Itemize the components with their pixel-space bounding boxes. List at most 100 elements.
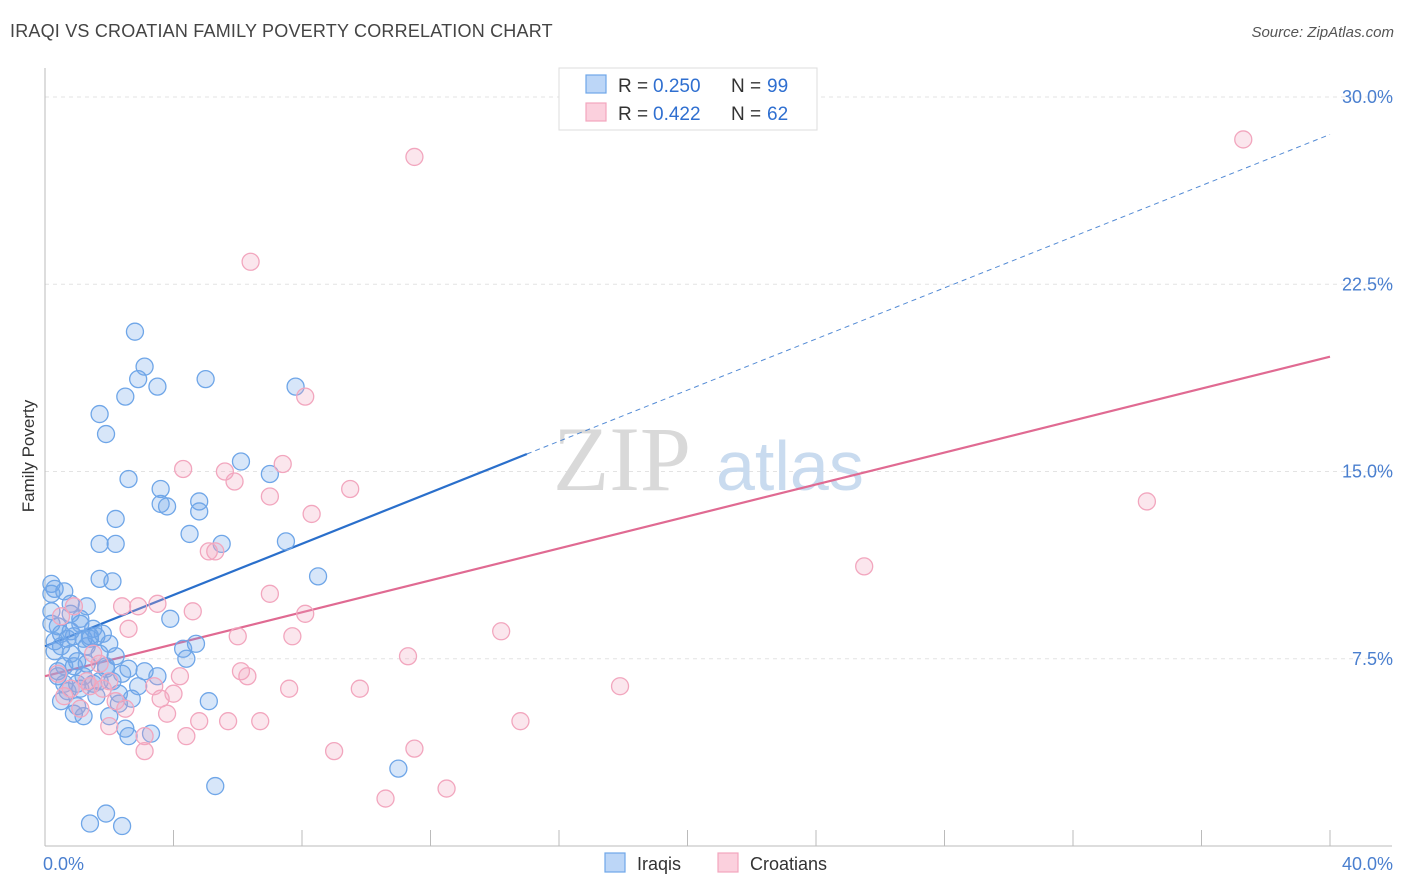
croatians-point: [341, 479, 360, 499]
croatians-point: [296, 604, 315, 623]
iraqis-point: [90, 404, 109, 424]
iraqis-point: [74, 667, 93, 686]
croatians-point: [116, 699, 135, 718]
croatians-point: [51, 607, 71, 626]
axes: [44, 68, 1392, 847]
iraqis-point: [116, 387, 135, 406]
legend-n-value-2: 62: [767, 104, 788, 125]
croatians-point: [183, 602, 202, 621]
croatians-point: [437, 779, 456, 798]
croatians-point: [48, 664, 67, 683]
iraqis-point: [125, 322, 145, 341]
iraqis-point: [103, 572, 122, 591]
y-axis-label: Family Poverty: [19, 399, 38, 512]
iraqis-point: [308, 567, 328, 586]
iraqis-point: [135, 662, 154, 681]
bottom-legend-swatch-iraqis: [604, 852, 626, 873]
watermark-atlas: atlas: [716, 427, 864, 505]
croatians-point: [225, 472, 244, 491]
iraqis-point: [112, 816, 132, 836]
source-label: Source: ZipAtlas.com: [1251, 24, 1394, 41]
iraqis-point: [199, 692, 218, 711]
croatians-point: [511, 712, 530, 731]
gridlines: [45, 96, 1392, 660]
iraqis-point: [80, 629, 100, 648]
iraqis-point: [190, 502, 209, 521]
iraqis-point: [196, 369, 215, 389]
iraqis-point: [42, 584, 61, 603]
croatians-point: [376, 789, 395, 808]
iraqis-point: [90, 534, 109, 554]
y-tick-label-0: 7.5%: [1352, 649, 1393, 669]
iraqis-point: [260, 464, 280, 484]
y-tick-label-3: 30.0%: [1342, 87, 1393, 107]
legend-swatch-croatians: [585, 102, 607, 122]
iraqis-point: [96, 424, 116, 444]
croatians-point: [55, 687, 74, 706]
bottom-legend-label-croatians: Croatians: [750, 854, 827, 874]
watermark: ZIP atlas: [553, 408, 864, 510]
iraqis-point: [190, 492, 209, 511]
croatians-point: [302, 504, 321, 524]
iraqis-point: [186, 634, 206, 653]
legend-n-value-1: 99: [767, 76, 788, 97]
croatians-point: [398, 647, 418, 666]
y-tick-label-1: 15.0%: [1342, 462, 1393, 482]
watermark-zip: ZIP: [553, 408, 691, 510]
iraqis-point: [161, 609, 180, 628]
croatians-point: [148, 594, 167, 613]
croatians-point: [206, 542, 225, 561]
croatians-point: [855, 557, 874, 576]
iraqis-point: [157, 497, 177, 516]
croatians-point: [296, 387, 315, 406]
iraqis-point: [231, 452, 251, 471]
x-tick-labels: 0.0% 40.0%: [43, 854, 1393, 874]
iraqis-point: [119, 726, 138, 746]
iraqis-point: [67, 697, 87, 716]
croatians-point: [90, 654, 109, 673]
croatians-point: [273, 454, 292, 474]
croatians-point: [173, 459, 193, 479]
iraqis-point: [119, 469, 138, 489]
croatians-point: [279, 679, 299, 698]
iraqis-point: [135, 357, 154, 376]
legend-n-label-2: N =: [731, 104, 761, 125]
croatians-point: [84, 644, 103, 663]
legend-r-label-1: R =: [618, 76, 648, 97]
iraqis-point: [180, 524, 199, 544]
croatians-point: [283, 627, 302, 646]
croatians-point: [241, 252, 260, 271]
croatians-point: [100, 672, 119, 691]
legend-swatch-iraqis: [585, 74, 607, 94]
iraqis-point: [51, 637, 71, 656]
legend-r-value-2: 0.422: [653, 104, 701, 125]
croatians-point: [218, 712, 238, 731]
iraqis-point: [177, 649, 196, 668]
iraqis-point: [96, 804, 116, 823]
croatians-point: [492, 622, 511, 641]
croatians-point: [260, 584, 280, 603]
y-tick-labels: 7.5% 15.0% 22.5% 30.0%: [1342, 87, 1393, 669]
iraqis-point: [276, 532, 296, 551]
croatians-point: [405, 739, 424, 758]
croatians-point: [350, 679, 369, 698]
croatians-point: [119, 619, 138, 638]
iraqis-point: [206, 776, 225, 796]
croatians-point: [199, 542, 218, 561]
iraqis-point: [77, 597, 96, 616]
croatians-point: [1137, 492, 1157, 511]
iraqis-trend-extension: [526, 133, 1331, 455]
croatians-point: [61, 679, 80, 698]
croatians-point: [135, 726, 154, 746]
iraqis-point: [87, 687, 106, 706]
iraqis-point: [106, 509, 125, 529]
legend-r-label-2: R =: [618, 104, 648, 125]
croatians-point: [164, 684, 183, 703]
croatians-point: [228, 627, 247, 646]
croatians-point: [157, 704, 177, 723]
iraqis-point: [61, 644, 80, 663]
iraqis-point: [148, 377, 167, 396]
top-legend: R = 0.250 N = 99 R = 0.422 N = 62: [558, 67, 818, 131]
croatians-point: [80, 677, 100, 696]
croatians-point: [238, 667, 257, 686]
